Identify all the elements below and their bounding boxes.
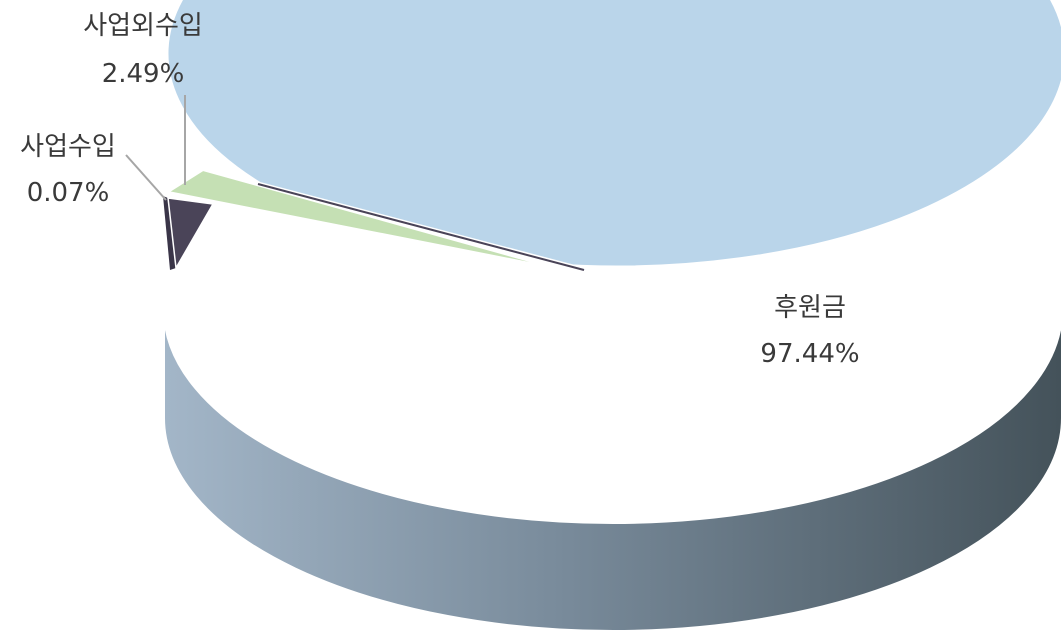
data-label-value-후원금: 97.44% bbox=[760, 339, 859, 369]
data-label-name-후원금: 후원금 bbox=[774, 293, 846, 323]
leader-line-사업수입 bbox=[125, 154, 167, 201]
slice-edge-line bbox=[257, 183, 585, 271]
data-label-name-사업수입: 사업수입 bbox=[20, 132, 116, 162]
pie-slice-side-후원금 bbox=[163, 309, 1061, 631]
data-label-value-사업외수입: 2.49% bbox=[102, 59, 185, 89]
pie-slice-side-사업수입 bbox=[163, 196, 176, 270]
pie-slice-후원금 bbox=[166, 0, 1061, 277]
pie-slice-사업수입 bbox=[167, 197, 215, 271]
data-label-name-사업외수입: 사업외수입 bbox=[83, 11, 203, 41]
data-label-value-사업수입: 0.07% bbox=[27, 178, 110, 208]
